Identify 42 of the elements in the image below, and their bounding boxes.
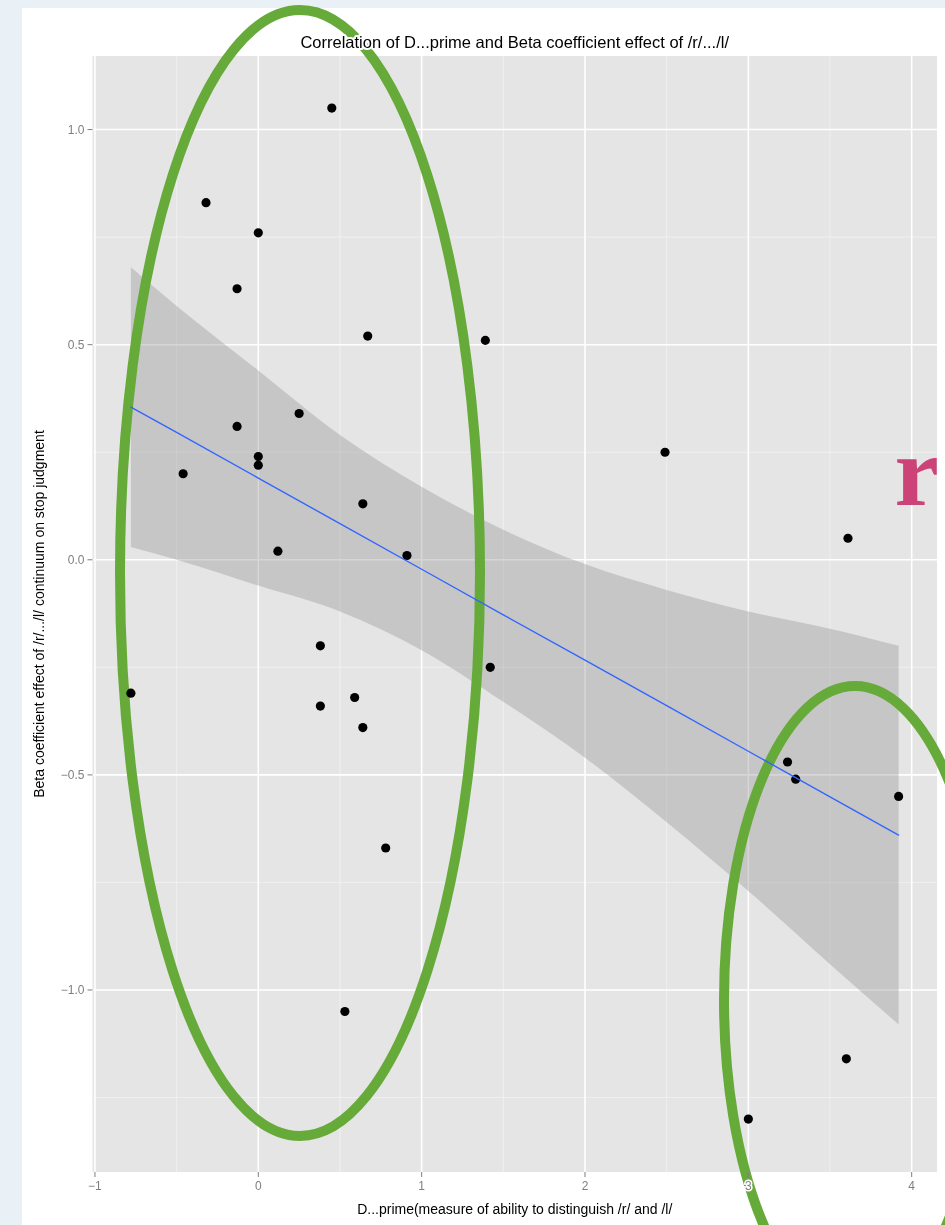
point — [843, 533, 853, 543]
point — [126, 688, 136, 698]
y-tick-label: −0.5 — [60, 768, 85, 783]
point — [358, 499, 368, 509]
point — [340, 1006, 350, 1017]
point — [480, 335, 490, 345]
point — [178, 469, 188, 479]
point — [381, 843, 391, 853]
y-tick-label: 0.5 — [67, 337, 85, 352]
point — [350, 692, 360, 703]
point — [743, 1114, 753, 1124]
x-axis-title: D...prime(measure of ability to distinguish /r/ and /l/ — [357, 1201, 673, 1217]
point — [894, 791, 904, 801]
point — [327, 103, 337, 113]
point — [253, 228, 263, 238]
point — [232, 421, 242, 431]
y-tick-label: −1.0 — [60, 983, 85, 998]
point — [232, 284, 242, 294]
point — [660, 447, 670, 457]
x-tick-label: 3 — [744, 1179, 752, 1193]
y-tick-label: 1.0 — [67, 122, 85, 137]
point — [358, 723, 368, 733]
point — [485, 662, 495, 672]
point — [201, 198, 211, 208]
x-tick-label: 1 — [418, 1179, 426, 1193]
x-tick-label: 2 — [581, 1179, 589, 1193]
point — [294, 408, 304, 419]
point — [315, 701, 325, 711]
x-tick-label: 4 — [908, 1179, 916, 1193]
point — [841, 1054, 851, 1064]
point — [315, 641, 325, 651]
point — [253, 451, 263, 462]
point — [253, 460, 263, 470]
y-tick-label: 0.0 — [67, 553, 85, 568]
y-axis-title: Beta coefficient effect of /r/.../l/ continuum on stop judgment — [31, 430, 47, 798]
point — [402, 550, 412, 561]
annotation: r — [894, 416, 939, 527]
point — [363, 331, 373, 341]
x-tick-label: −1 — [88, 1179, 103, 1193]
point — [782, 757, 793, 767]
point — [273, 546, 283, 556]
x-tick-label: 0 — [254, 1179, 262, 1193]
